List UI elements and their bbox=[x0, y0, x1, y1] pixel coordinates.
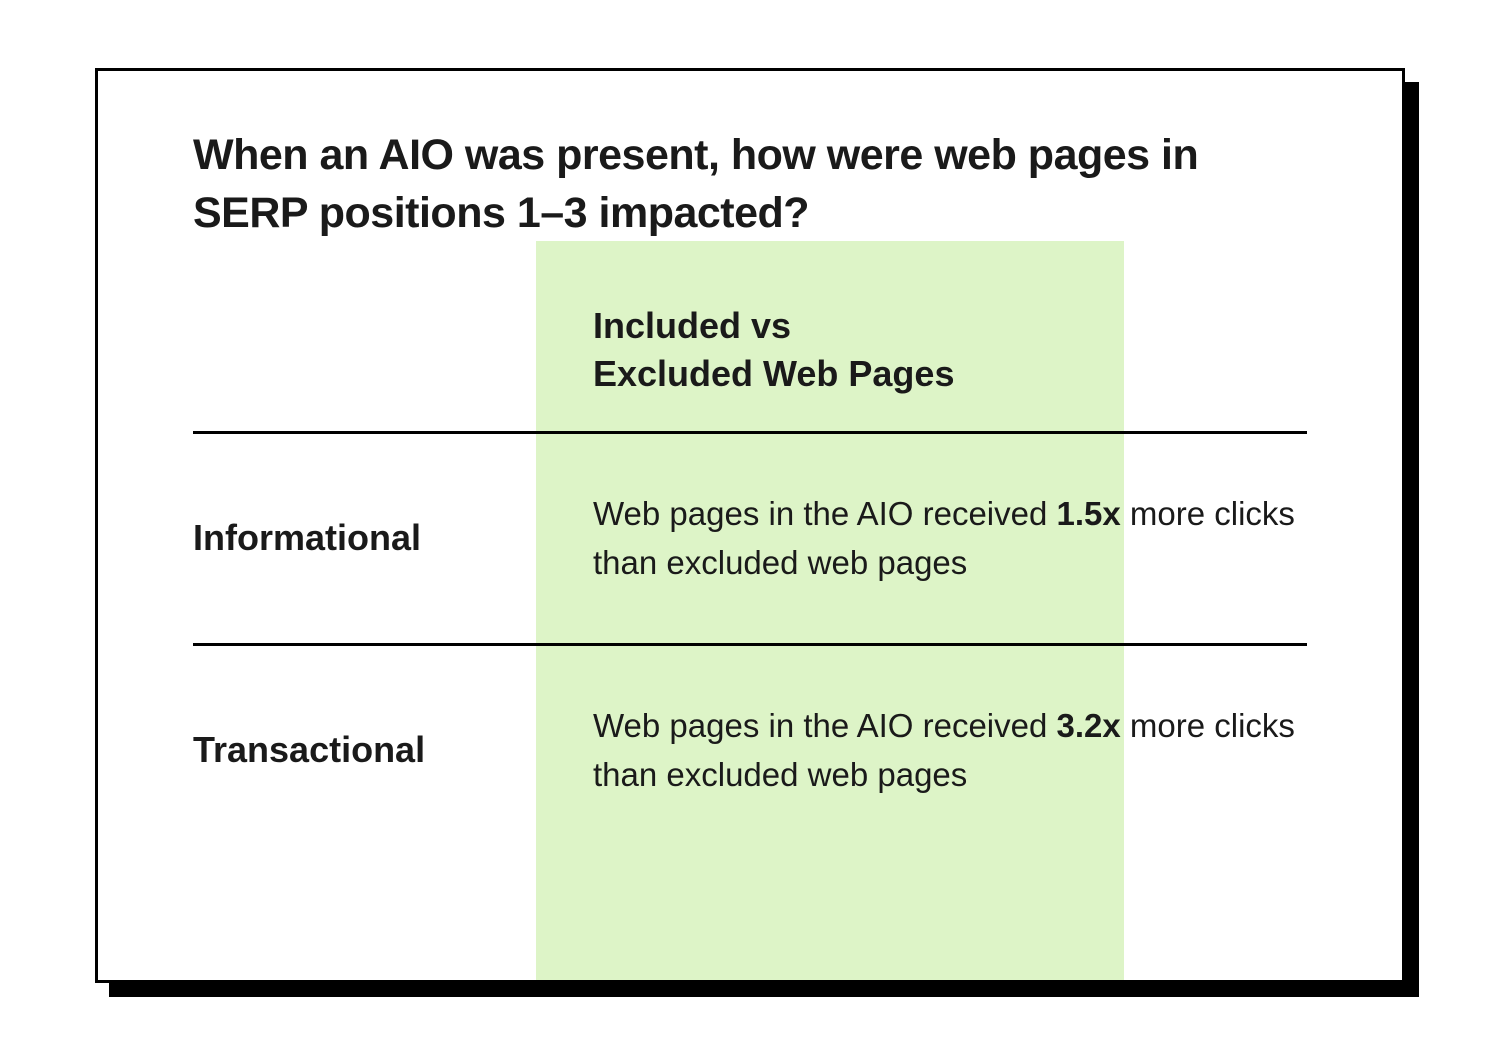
row-value: 3.2x bbox=[1057, 707, 1121, 744]
table-header-row: Included vs Excluded Web Pages bbox=[193, 302, 1307, 431]
infographic-title: When an AIO was present, how were web pa… bbox=[193, 126, 1307, 242]
table-row: Informational Web pages in the AIO recei… bbox=[193, 434, 1307, 643]
row-label-informational: Informational bbox=[193, 517, 563, 559]
column-header-line1: Included vs bbox=[593, 302, 1307, 351]
row-text-before: Web pages in the AIO received bbox=[593, 495, 1057, 532]
row-data-transactional: Web pages in the AIO received 3.2x more … bbox=[563, 701, 1307, 800]
infographic-card-wrapper: When an AIO was present, how were web pa… bbox=[95, 68, 1405, 983]
row-label-transactional: Transactional bbox=[193, 729, 563, 771]
column-header-cell: Included vs Excluded Web Pages bbox=[563, 302, 1307, 399]
comparison-table: Included vs Excluded Web Pages Informati… bbox=[193, 302, 1307, 855]
card-content: When an AIO was present, how were web pa… bbox=[98, 71, 1402, 980]
table-row: Transactional Web pages in the AIO recei… bbox=[193, 646, 1307, 855]
row-text-before: Web pages in the AIO received bbox=[593, 707, 1057, 744]
row-data-informational: Web pages in the AIO received 1.5x more … bbox=[563, 489, 1307, 588]
row-value: 1.5x bbox=[1057, 495, 1121, 532]
infographic-card: When an AIO was present, how were web pa… bbox=[95, 68, 1405, 983]
header-spacer bbox=[193, 302, 563, 399]
column-header-line2: Excluded Web Pages bbox=[593, 350, 1307, 399]
